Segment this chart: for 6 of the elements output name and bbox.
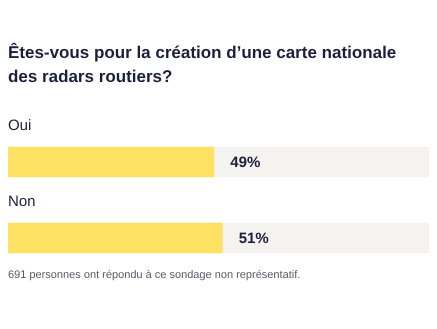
text: 691 personnes ont répondu à ce sondage non représentatif.: [8, 269, 300, 281]
data-label: 49%: [230, 154, 260, 171]
y-tick-label: Non: [8, 193, 36, 210]
data-label: 51%: [238, 230, 269, 247]
y-tick-label: Oui: [8, 117, 32, 134]
chart-title: Êtes-vous pour la création d’une carte nationale des radars routiers?: [8, 42, 396, 86]
